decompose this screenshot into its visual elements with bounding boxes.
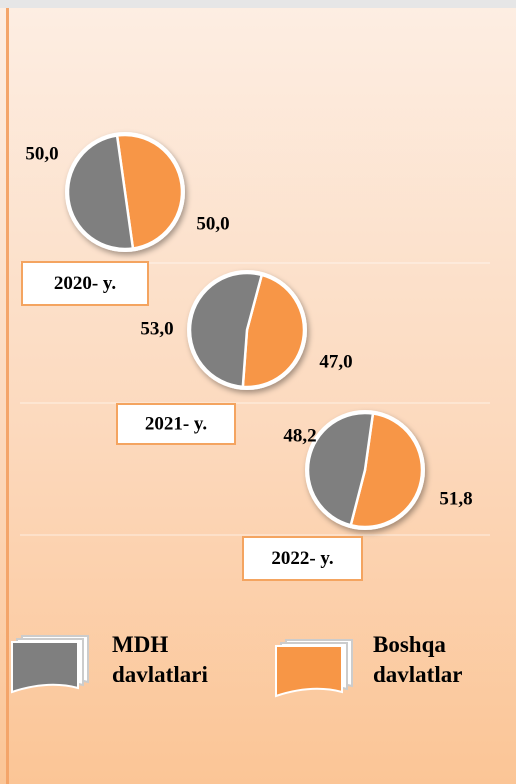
top-strip xyxy=(0,0,516,8)
pie-slice xyxy=(115,133,184,250)
year-box xyxy=(116,403,236,445)
pie-slice xyxy=(241,273,306,389)
pie-slice xyxy=(66,134,135,251)
legend-label: Boshqa davlatlar xyxy=(373,632,463,687)
data-label: 53,0 xyxy=(140,318,173,339)
left-border xyxy=(6,8,9,784)
year-label: 2021- y. xyxy=(145,413,207,434)
year-label: 2020- y. xyxy=(54,273,116,294)
data-label: 51,8 xyxy=(439,488,472,509)
pie xyxy=(65,132,185,252)
data-label: 48,2 xyxy=(283,425,316,446)
pie-slice xyxy=(349,412,424,529)
pie-slice xyxy=(188,271,264,389)
data-label: 47,0 xyxy=(319,351,352,372)
legend-swatch xyxy=(275,645,343,698)
legend-swatch xyxy=(11,641,79,694)
data-label: 50,0 xyxy=(25,143,58,164)
legend-label: MDH davlatlari xyxy=(112,632,208,687)
year-label: 2022- y. xyxy=(271,548,333,569)
pie-slice xyxy=(306,411,375,527)
pie xyxy=(305,410,425,530)
year-box xyxy=(242,536,363,581)
year-box xyxy=(21,261,149,306)
data-label: 50,0 xyxy=(196,213,229,234)
pie xyxy=(187,270,307,390)
